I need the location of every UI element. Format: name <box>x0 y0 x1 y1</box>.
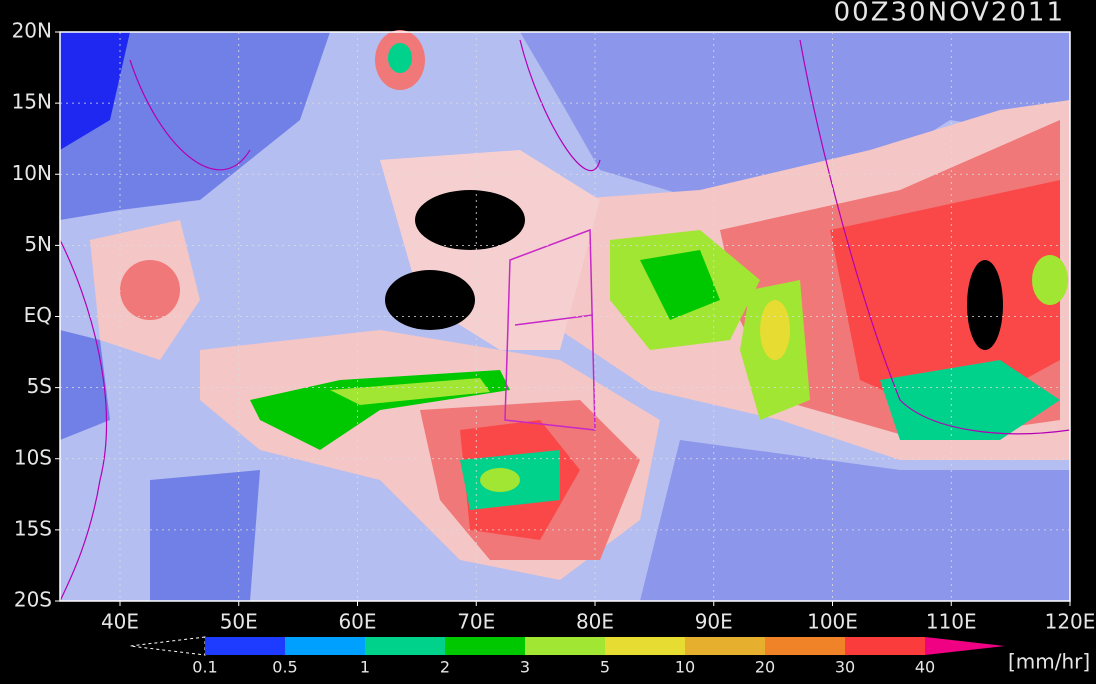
lon-label: 90E <box>695 610 733 634</box>
colorbar-segment <box>445 637 525 655</box>
lon-label: 120E <box>1045 610 1096 634</box>
colorbar-label: 5 <box>600 658 610 677</box>
lat-label: 20S <box>14 588 52 612</box>
colorbar-segment <box>285 637 365 655</box>
colorbar-over <box>925 637 1005 655</box>
colorbar-label: 40 <box>915 658 935 677</box>
map-title: 00Z30NOV2011 <box>834 0 1065 28</box>
lat-label: 15N <box>12 90 52 114</box>
colorbar-unit: [mm/hr] <box>1008 650 1090 674</box>
lat-label: 10S <box>14 445 52 469</box>
colorbar-label: 10 <box>675 658 695 677</box>
lat-label: 10N <box>12 161 52 185</box>
colorbar-under <box>129 636 206 656</box>
lat-label: EQ <box>24 303 52 327</box>
lat-label: 15S <box>14 516 52 540</box>
colorbar-label: 3 <box>520 658 530 677</box>
colorbar-segment <box>765 637 845 655</box>
colorbar-label: 30 <box>835 658 855 677</box>
lon-label: 50E <box>220 610 258 634</box>
lon-label: 70E <box>457 610 495 634</box>
colorbar-segment <box>525 637 605 655</box>
colorbar-label: 0.5 <box>272 658 297 677</box>
precip-field <box>59 30 1071 602</box>
lon-label: 110E <box>926 610 977 634</box>
colorbar-segment <box>205 637 285 655</box>
lon-label: 80E <box>576 610 614 634</box>
colorbar-segment <box>365 637 445 655</box>
colorbar-label: 2 <box>440 658 450 677</box>
lat-label: 20N <box>12 19 52 43</box>
lat-label: 5N <box>24 232 52 256</box>
colorbar-label: 0.1 <box>192 658 217 677</box>
colorbar-label: 20 <box>755 658 775 677</box>
colorbar-segment <box>845 637 925 655</box>
colorbar-label: 1 <box>360 658 370 677</box>
lon-label: 100E <box>807 610 858 634</box>
colorbar-segment <box>685 637 765 655</box>
lon-label: 40E <box>101 610 139 634</box>
lon-label: 60E <box>338 610 376 634</box>
lat-label: 5S <box>27 374 52 398</box>
colorbar-segment <box>605 637 685 655</box>
